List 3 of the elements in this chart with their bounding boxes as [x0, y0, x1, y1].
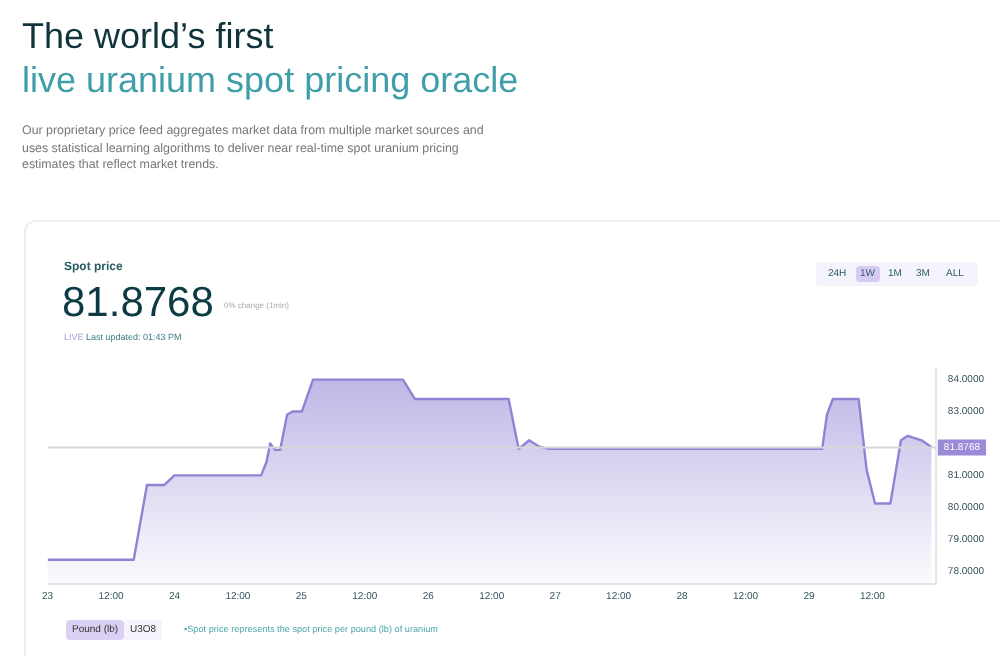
- chart-subtitle: live uranium spot pricing oracle: [22, 60, 519, 102]
- text: 81.8768: [62, 280, 214, 328]
- chart-title: The world’s first: [22, 16, 274, 58]
